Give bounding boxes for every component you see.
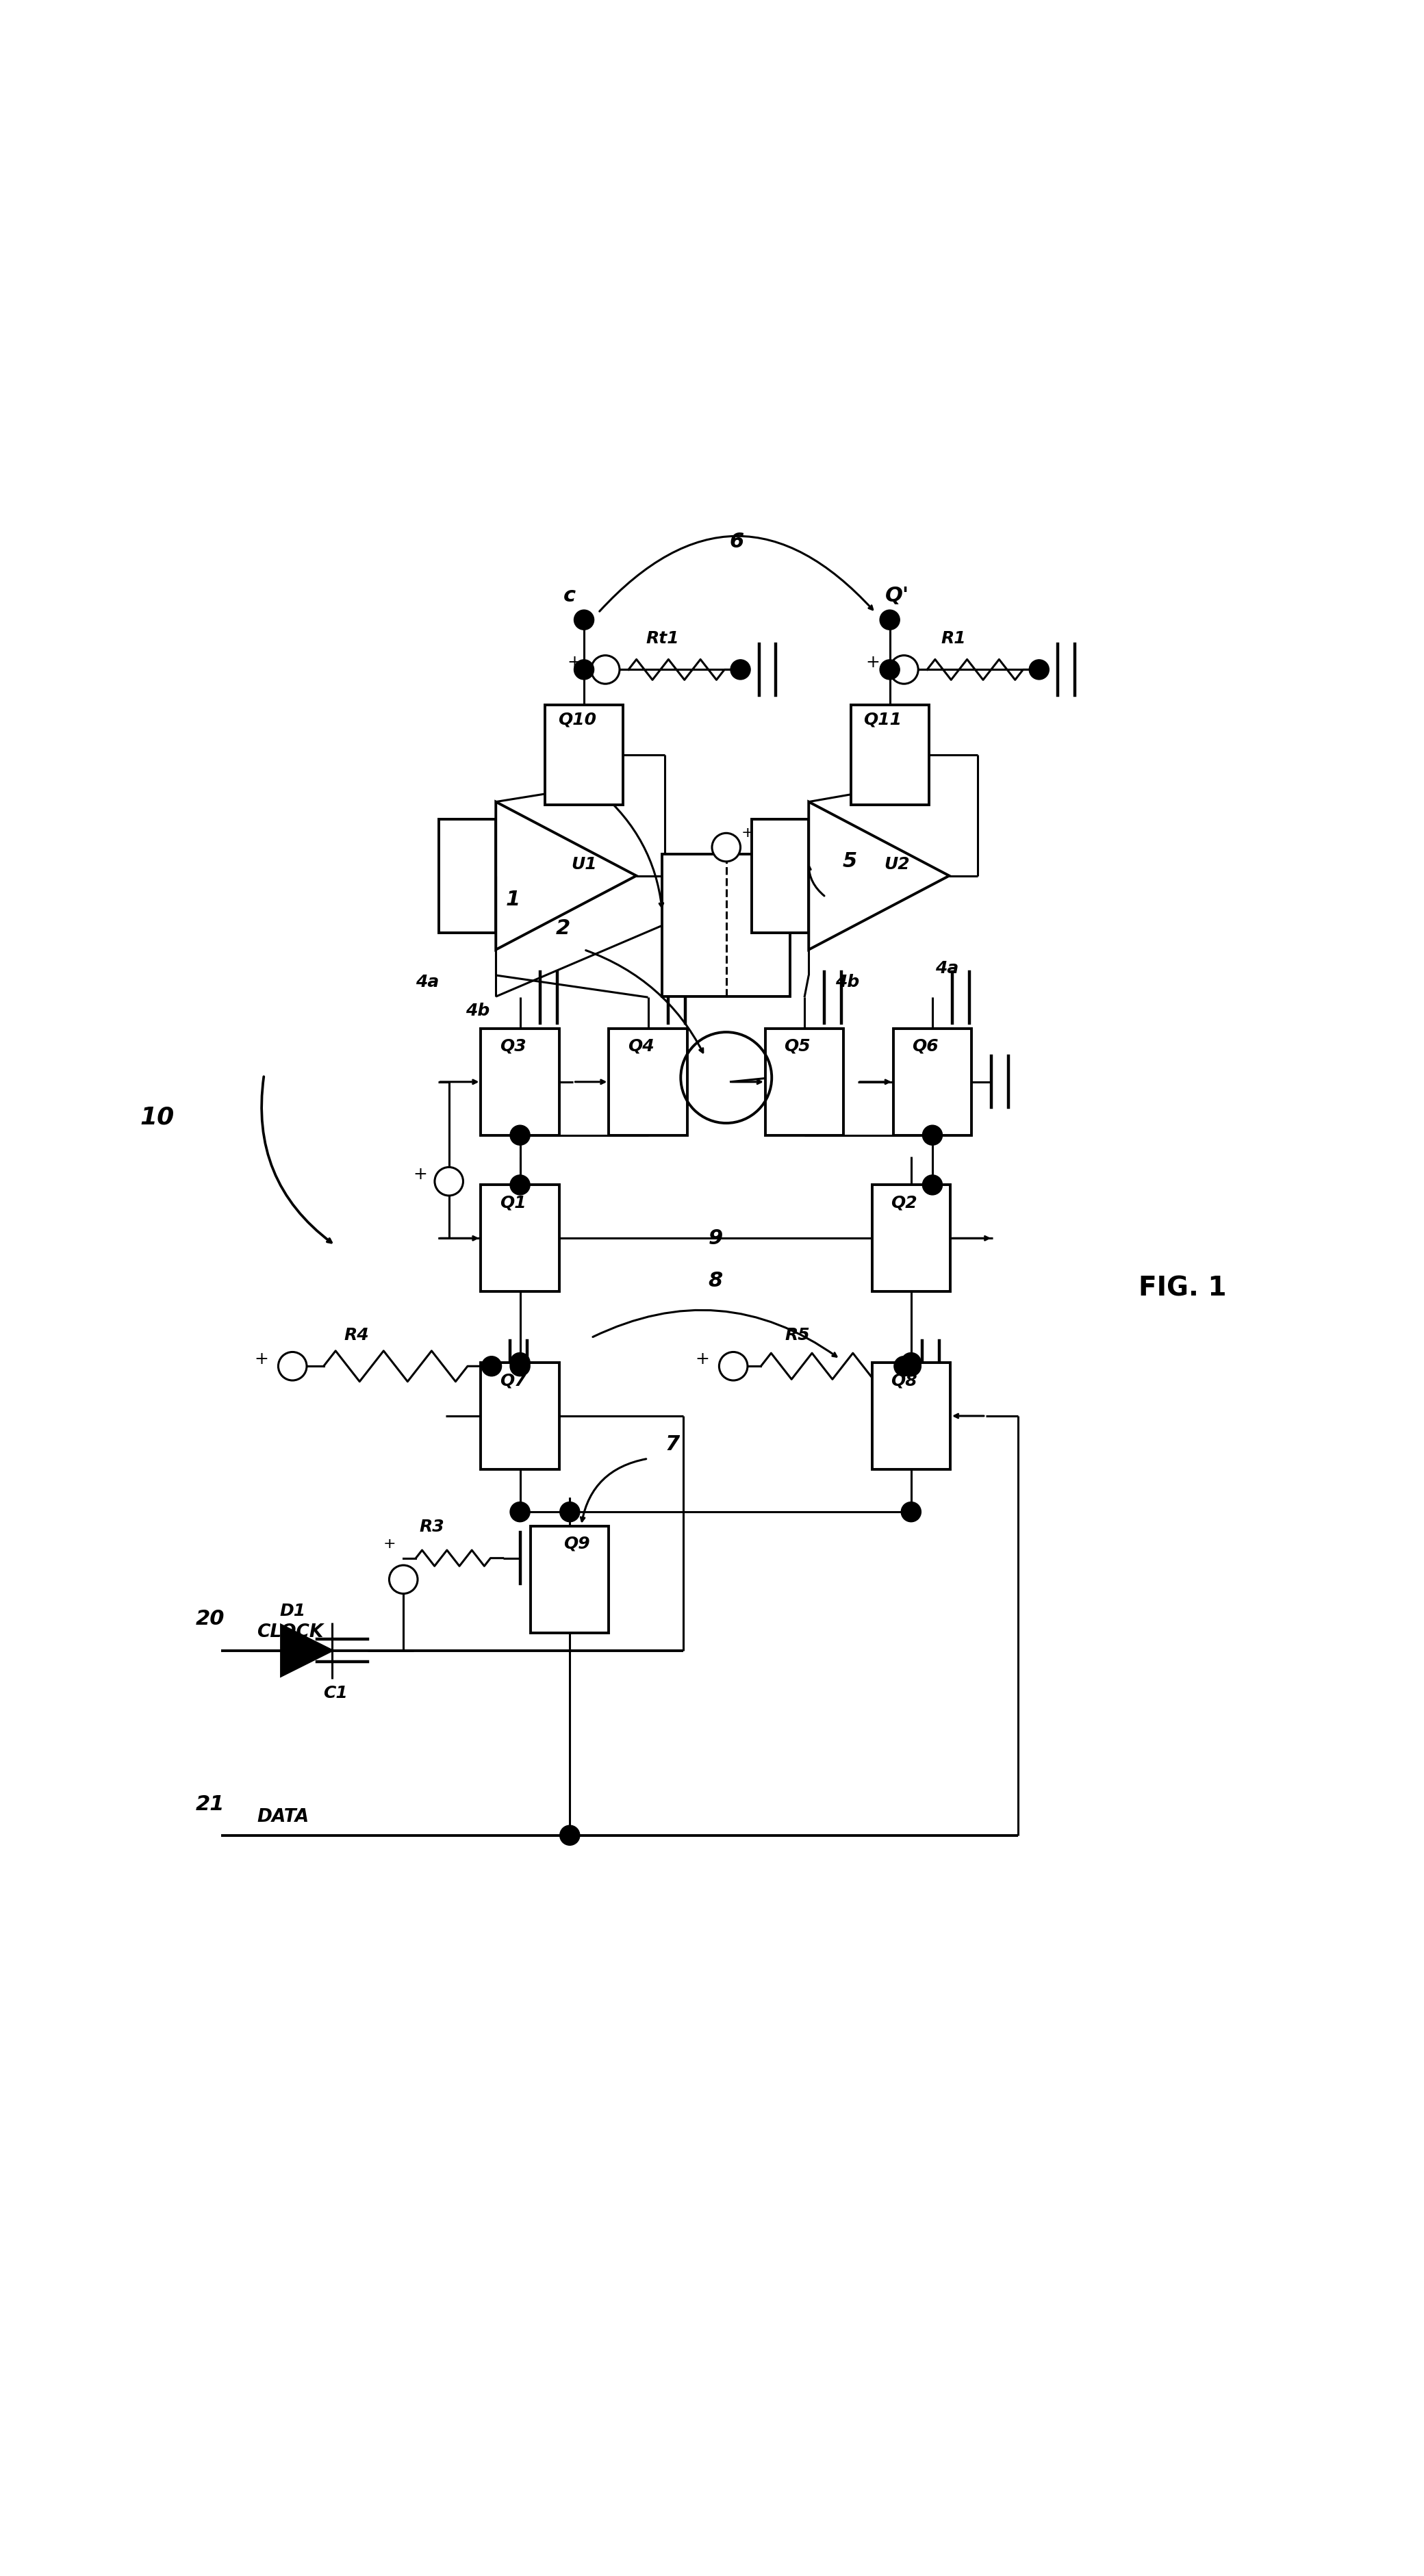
Circle shape — [560, 1502, 580, 1522]
Bar — [662, 855, 790, 997]
Circle shape — [890, 654, 918, 683]
Text: 2: 2 — [555, 920, 570, 938]
Text: U1: U1 — [571, 855, 597, 873]
Text: 5: 5 — [843, 853, 857, 871]
Circle shape — [560, 1826, 580, 1844]
Text: FIG. 1: FIG. 1 — [1139, 1275, 1226, 1301]
Bar — [893, 1028, 971, 1136]
Text: DATA: DATA — [256, 1808, 309, 1826]
Text: Q6: Q6 — [913, 1038, 938, 1054]
Text: 8: 8 — [708, 1270, 723, 1291]
Text: Q': Q' — [884, 585, 909, 605]
Text: Q5: Q5 — [785, 1038, 810, 1054]
Bar — [871, 1363, 950, 1468]
Circle shape — [434, 1167, 463, 1195]
Circle shape — [278, 1352, 306, 1381]
Text: +: + — [695, 1350, 709, 1368]
Bar — [871, 1185, 950, 1291]
Text: Q2: Q2 — [891, 1195, 917, 1211]
Text: 20: 20 — [195, 1610, 225, 1628]
Text: U2: U2 — [884, 855, 910, 873]
Circle shape — [574, 659, 594, 680]
Text: R1: R1 — [941, 631, 967, 647]
Text: R3: R3 — [419, 1520, 444, 1535]
Bar — [481, 1028, 560, 1136]
Text: +: + — [383, 1538, 396, 1551]
Text: Q3: Q3 — [500, 1038, 525, 1054]
Text: Q11: Q11 — [863, 711, 901, 726]
Circle shape — [712, 832, 740, 860]
Text: 1: 1 — [506, 889, 520, 909]
Circle shape — [923, 1175, 943, 1195]
Bar — [481, 1363, 560, 1468]
Text: +: + — [740, 827, 753, 840]
Bar — [531, 1525, 609, 1633]
Circle shape — [574, 611, 594, 629]
Text: 10: 10 — [140, 1105, 175, 1128]
Text: +: + — [866, 654, 880, 670]
Circle shape — [510, 1355, 530, 1376]
Bar — [850, 706, 928, 804]
Circle shape — [894, 1355, 914, 1376]
Circle shape — [880, 611, 900, 629]
Polygon shape — [281, 1625, 332, 1677]
Circle shape — [880, 659, 900, 680]
Text: 4b: 4b — [466, 1002, 490, 1020]
Text: 7: 7 — [665, 1435, 679, 1455]
Text: Rt1: Rt1 — [645, 631, 679, 647]
Text: +: + — [567, 654, 581, 670]
Text: 6: 6 — [729, 531, 745, 551]
Circle shape — [731, 659, 750, 680]
Text: CLOCK: CLOCK — [256, 1623, 323, 1641]
Bar — [752, 819, 809, 933]
Bar — [439, 819, 496, 933]
Bar — [481, 1185, 560, 1291]
Circle shape — [1030, 659, 1049, 680]
Text: Q8: Q8 — [891, 1373, 917, 1388]
Text: +: + — [413, 1167, 427, 1182]
Text: 4a: 4a — [416, 974, 440, 992]
Text: 21: 21 — [195, 1793, 225, 1814]
Circle shape — [719, 1352, 748, 1381]
Circle shape — [901, 1355, 921, 1376]
Text: R4: R4 — [345, 1327, 369, 1342]
Text: C1: C1 — [323, 1685, 347, 1700]
Text: R5: R5 — [785, 1327, 810, 1342]
Text: c: c — [564, 585, 575, 605]
Text: 3: 3 — [570, 757, 584, 775]
Text: Q1: Q1 — [500, 1195, 525, 1211]
Circle shape — [901, 1502, 921, 1522]
Bar — [765, 1028, 843, 1136]
Text: Q7: Q7 — [500, 1373, 525, 1388]
Text: 4a: 4a — [936, 961, 958, 976]
Text: 4b: 4b — [834, 974, 859, 992]
Bar — [609, 1028, 688, 1136]
Text: +: + — [253, 1350, 268, 1368]
Circle shape — [510, 1352, 530, 1373]
Circle shape — [510, 1175, 530, 1195]
Circle shape — [510, 1502, 530, 1522]
Circle shape — [923, 1126, 943, 1146]
Circle shape — [591, 654, 619, 683]
Text: Q9: Q9 — [564, 1535, 590, 1553]
Circle shape — [901, 1352, 921, 1373]
Circle shape — [389, 1566, 417, 1595]
Text: Q4: Q4 — [628, 1038, 654, 1054]
Circle shape — [510, 1126, 530, 1146]
Text: Q10: Q10 — [558, 711, 597, 726]
Text: D1: D1 — [279, 1602, 306, 1618]
Circle shape — [481, 1355, 501, 1376]
Bar — [545, 706, 624, 804]
Text: 9: 9 — [708, 1229, 723, 1249]
